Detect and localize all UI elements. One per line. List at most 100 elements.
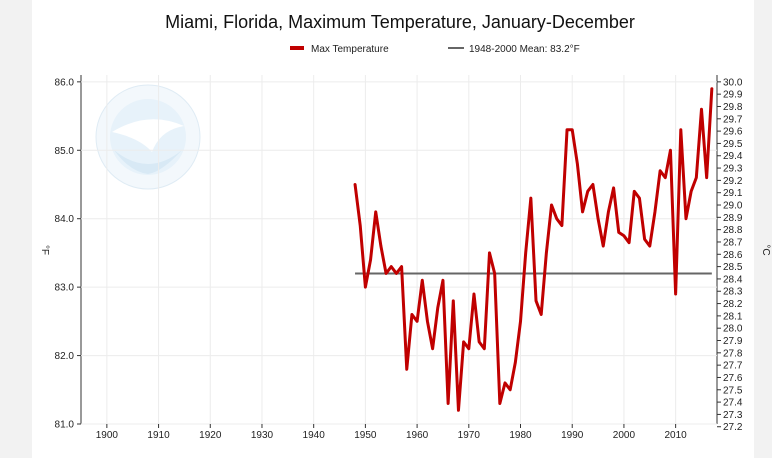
x-tick-label: 1900 [96,430,119,441]
data-point-max-temperature[interactable] [534,298,539,303]
data-point-max-temperature[interactable] [497,401,502,406]
y-tick-label: 86.0 [55,77,75,88]
data-point-max-temperature[interactable] [652,209,657,214]
data-point-max-temperature[interactable] [492,271,497,276]
data-point-max-temperature[interactable] [616,230,621,235]
data-point-max-temperature[interactable] [404,367,409,372]
data-point-max-temperature[interactable] [606,209,611,214]
data-point-max-temperature[interactable] [378,244,383,249]
data-point-max-temperature[interactable] [528,196,533,201]
data-point-max-temperature[interactable] [482,346,487,351]
data-point-max-temperature[interactable] [689,189,694,194]
x-tick-label: 1950 [354,430,377,441]
data-point-max-temperature[interactable] [477,339,482,344]
data-point-max-temperature[interactable] [663,175,668,180]
data-point-max-temperature[interactable] [523,250,528,255]
y2-tick-label: 27.2 [723,422,743,433]
y-tick-label: 81.0 [55,420,75,431]
data-point-max-temperature[interactable] [508,387,513,392]
y2-axis-ticks: 27.227.327.4 27.527.627.7 27.827.928.0 28.1… [717,77,743,433]
data-point-max-temperature[interactable] [373,209,378,214]
data-point-max-temperature[interactable] [461,339,466,344]
data-point-max-temperature[interactable] [435,305,440,310]
legend-label-max-temperature[interactable]: Max Temperature [311,44,389,55]
data-point-max-temperature[interactable] [471,291,476,296]
data-point-max-temperature[interactable] [590,182,595,187]
data-point-max-temperature[interactable] [513,360,518,365]
data-point-max-temperature[interactable] [399,264,404,269]
data-point-max-temperature[interactable] [353,182,358,187]
data-point-max-temperature[interactable] [446,401,451,406]
data-point-max-temperature[interactable] [642,237,647,242]
data-point-max-temperature[interactable] [621,233,626,238]
data-point-max-temperature[interactable] [409,312,414,317]
data-point-max-temperature[interactable] [394,271,399,276]
series-max-temperature-line[interactable] [353,87,714,412]
data-point-max-temperature[interactable] [559,223,564,228]
data-point-max-temperature[interactable] [440,278,445,283]
data-point-max-temperature[interactable] [503,380,508,385]
data-point-max-temperature[interactable] [637,196,642,201]
data-point-max-temperature[interactable] [451,298,456,303]
data-point-max-temperature[interactable] [425,319,430,324]
y2-tick-label: 27.4 [723,398,743,409]
data-point-max-temperature[interactable] [565,127,570,132]
data-point-max-temperature[interactable] [585,189,590,194]
data-point-max-temperature[interactable] [518,319,523,324]
data-point-max-temperature[interactable] [554,216,559,221]
y2-tick-label: 27.8 [723,348,743,359]
legend-label-mean[interactable]: 1948-2000 Mean: 83.2°F [469,44,580,55]
data-point-max-temperature[interactable] [544,250,549,255]
y2-axis-label: °C [760,244,771,255]
data-point-max-temperature[interactable] [580,209,585,214]
data-point-max-temperature[interactable] [363,285,368,290]
data-point-max-temperature[interactable] [539,312,544,317]
data-point-max-temperature[interactable] [358,223,363,228]
x-tick-label: 1980 [509,430,532,441]
y2-tick-label: 29.2 [723,176,743,187]
y2-tick-label: 28.4 [723,274,743,285]
y2-tick-label: 30.0 [723,77,743,88]
data-point-max-temperature[interactable] [430,346,435,351]
data-point-max-temperature[interactable] [658,168,663,173]
data-point-max-temperature[interactable] [627,240,632,245]
data-point-max-temperature[interactable] [415,319,420,324]
data-point-max-temperature[interactable] [596,216,601,221]
data-point-max-temperature[interactable] [389,264,394,269]
data-point-max-temperature[interactable] [709,86,714,91]
data-point-max-temperature[interactable] [673,291,678,296]
data-point-max-temperature[interactable] [368,257,373,262]
data-point-max-temperature[interactable] [632,189,637,194]
data-point-max-temperature[interactable] [699,107,704,112]
y2-tick-label: 29.3 [723,164,743,175]
data-point-max-temperature[interactable] [420,278,425,283]
data-point-max-temperature[interactable] [704,175,709,180]
y-axis-label: °F [39,245,50,255]
data-point-max-temperature[interactable] [611,185,616,190]
y2-tick-label: 27.5 [723,385,743,396]
data-point-max-temperature[interactable] [575,161,580,166]
y-axis-ticks: 81.0 82.0 83.0 84.0 85.0 86.0 [55,77,81,431]
legend: Max Temperature 1948-2000 Mean: 83.2°F [290,44,580,55]
y2-tick-label: 29.5 [723,139,743,150]
data-point-max-temperature[interactable] [668,148,673,153]
x-tick-label: 1970 [458,430,481,441]
data-point-max-temperature[interactable] [678,127,683,132]
y-tick-label: 82.0 [55,351,75,362]
data-point-max-temperature[interactable] [683,216,688,221]
x-tick-label: 1930 [251,430,274,441]
data-point-max-temperature[interactable] [694,175,699,180]
x-axis-ticks: 1900 1910 1920 1930 1940 1950 1960 1970 1980 1990… [96,424,687,441]
y2-tick-label: 29.0 [723,201,743,212]
data-point-max-temperature[interactable] [456,408,461,413]
data-point-max-temperature[interactable] [384,271,389,276]
data-point-max-temperature[interactable] [647,244,652,249]
data-point-max-temperature[interactable] [466,346,471,351]
data-point-max-temperature[interactable] [601,244,606,249]
data-point-max-temperature[interactable] [487,250,492,255]
data-point-max-temperature[interactable] [570,127,575,132]
y2-tick-label: 29.6 [723,127,743,138]
y-tick-label: 84.0 [55,214,75,225]
data-point-max-temperature[interactable] [549,203,554,208]
